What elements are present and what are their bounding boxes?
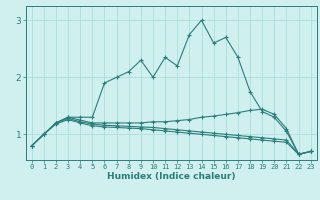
X-axis label: Humidex (Indice chaleur): Humidex (Indice chaleur) <box>107 172 236 181</box>
